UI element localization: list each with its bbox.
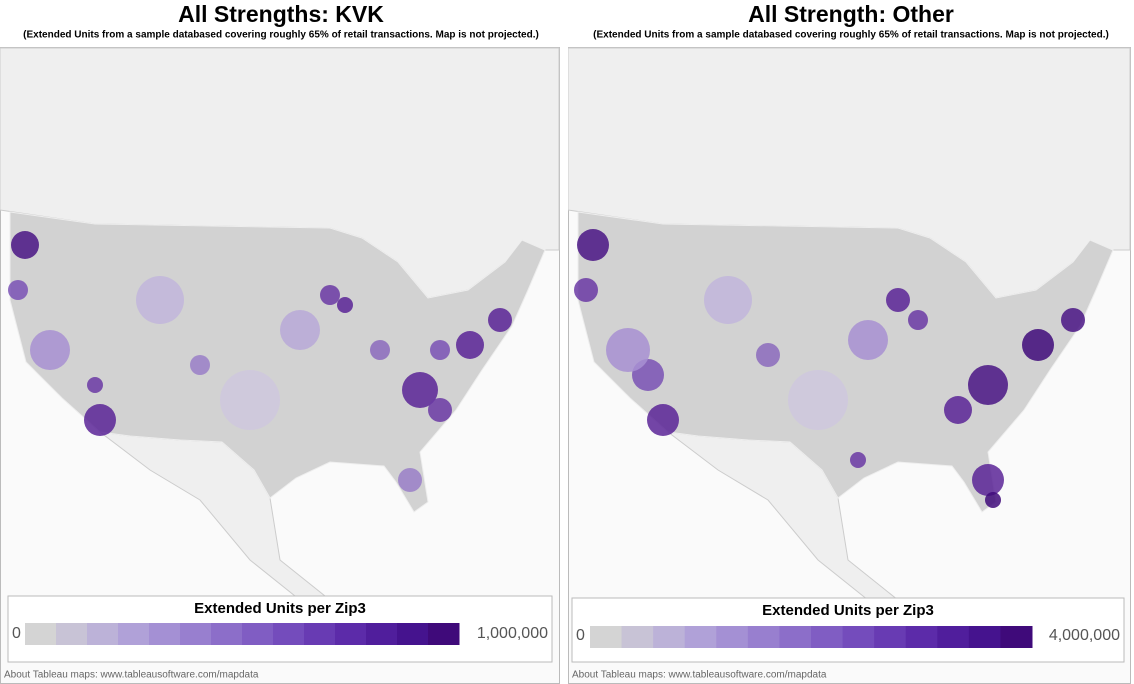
legend-swatch	[366, 623, 398, 645]
region-shade	[848, 320, 888, 360]
legend-swatch	[304, 623, 336, 645]
legend-swatch	[87, 623, 119, 645]
region-shade	[136, 276, 184, 324]
legend-swatch	[211, 623, 243, 645]
legend-swatch	[242, 623, 274, 645]
region-shade	[320, 285, 340, 305]
attribution: About Tableau maps: www.tableausoftware.…	[572, 670, 827, 681]
legend-title: Extended Units per Zip3	[762, 602, 934, 619]
legend-swatch	[937, 626, 970, 648]
region-shade	[985, 492, 1001, 508]
region-shade	[647, 404, 679, 436]
region-shade	[190, 355, 210, 375]
region-shade	[1061, 308, 1085, 332]
legend-swatch	[874, 626, 907, 648]
panel-subtitle: (Extended Units from a sample databased …	[23, 30, 539, 41]
legend-swatch	[180, 623, 212, 645]
region-shade	[704, 276, 752, 324]
legend-min: 0	[576, 627, 585, 644]
region-shade	[606, 328, 650, 372]
region-shade	[788, 370, 848, 430]
region-shade	[87, 377, 103, 393]
legend-swatch	[653, 626, 686, 648]
legend-title: Extended Units per Zip3	[194, 600, 366, 617]
region-shade	[574, 278, 598, 302]
legend-swatch	[335, 623, 367, 645]
region-shade	[488, 308, 512, 332]
legend-swatch	[56, 623, 88, 645]
region-shade	[398, 468, 422, 492]
legend-swatch	[149, 623, 181, 645]
legend-swatch	[590, 626, 623, 648]
panel-title: All Strengths: KVK	[178, 1, 384, 27]
region-shade	[280, 310, 320, 350]
region-shade	[370, 340, 390, 360]
region-shade	[402, 372, 438, 408]
region-shade	[430, 340, 450, 360]
region-shade	[850, 452, 866, 468]
legend-swatch	[25, 623, 57, 645]
region-shade	[944, 396, 972, 424]
legend-swatch	[779, 626, 812, 648]
region-shade	[428, 398, 452, 422]
panel-subtitle: (Extended Units from a sample databased …	[593, 30, 1109, 41]
region-shade	[220, 370, 280, 430]
legend-ramp	[25, 623, 460, 645]
legend-swatch	[747, 626, 780, 648]
region-shade	[577, 229, 609, 261]
legend-max: 4,000,000	[1049, 627, 1120, 644]
region-shade	[968, 365, 1008, 405]
legend-swatch	[621, 626, 654, 648]
region-shade	[456, 331, 484, 359]
legend-swatch	[716, 626, 749, 648]
legend-swatch	[428, 623, 460, 645]
region-shade	[756, 343, 780, 367]
map-panel: All Strengths: KVK (Extended Units from …	[0, 1, 560, 684]
region-shade	[908, 310, 928, 330]
region-shade	[84, 404, 116, 436]
legend-swatch	[811, 626, 844, 648]
region-shade	[11, 231, 39, 259]
legend-swatch	[684, 626, 717, 648]
map	[568, 47, 1131, 684]
legend-swatch	[968, 626, 1001, 648]
region-shade	[1022, 329, 1054, 361]
map-panel: All Strength: Other (Extended Units from…	[568, 1, 1131, 684]
region-shade	[886, 288, 910, 312]
region-shade	[337, 297, 353, 313]
attribution: About Tableau maps: www.tableausoftware.…	[4, 670, 259, 681]
legend-swatch	[397, 623, 429, 645]
legend-swatch	[273, 623, 305, 645]
legend-ramp	[590, 626, 1033, 648]
region-shade	[972, 464, 1004, 496]
legend-swatch	[118, 623, 150, 645]
legend-swatch	[1000, 626, 1033, 648]
legend-swatch	[842, 626, 875, 648]
map	[0, 47, 560, 684]
panel-title: All Strength: Other	[748, 1, 954, 27]
region-shade	[30, 330, 70, 370]
legend-max: 1,000,000	[477, 625, 548, 642]
region-shade	[8, 280, 28, 300]
legend-min: 0	[12, 625, 21, 642]
legend-swatch	[905, 626, 938, 648]
